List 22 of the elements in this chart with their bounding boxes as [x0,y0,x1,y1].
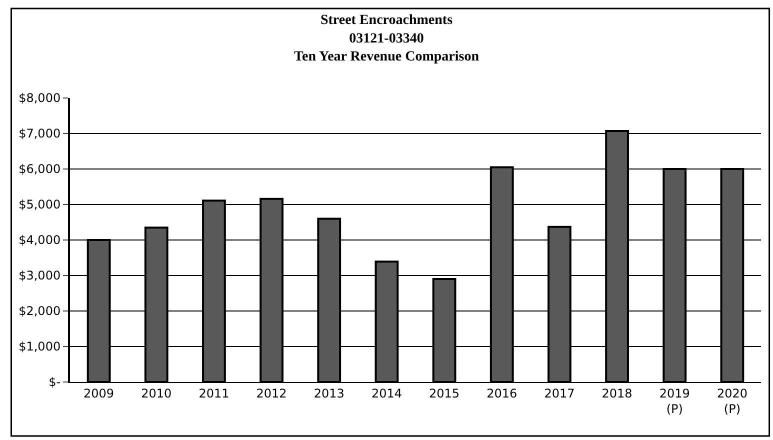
y-tick-label: $2,000 [18,304,61,318]
y-tick-label: $7,000 [18,126,61,141]
x-tick-label: 2014 [371,386,402,400]
x-tick-label: 2017 [544,386,575,400]
x-tick-label: 2020 (P) [716,386,748,416]
x-tick-label: 2009 [84,386,114,400]
x-tick-label: 2016 [486,386,518,400]
x-tick-label: 2010 [141,386,172,400]
x-tick-label: 2013 [314,386,344,400]
x-tick-label: 2012 [256,386,287,400]
y-tick-label: $6,000 [18,162,61,176]
x-tick-label: 2015 [429,386,460,400]
y-tick-label: $- [48,375,61,390]
y-tick-label: $4,000 [18,233,61,248]
y-tick-label: $8,000 [18,91,61,106]
y-tick-label: $3,000 [18,268,61,283]
x-tick-label: 2011 [198,386,230,400]
x-tick-label: 2018 [602,386,632,400]
x-tick-label: 2019 (P) [659,386,690,416]
y-tick-label: $5,000 [18,198,61,212]
y-tick-label: $1,000 [18,340,61,354]
chart-title: Street Encroachments 03121-03340 Ten Year Revenue Comparison [294,13,480,65]
